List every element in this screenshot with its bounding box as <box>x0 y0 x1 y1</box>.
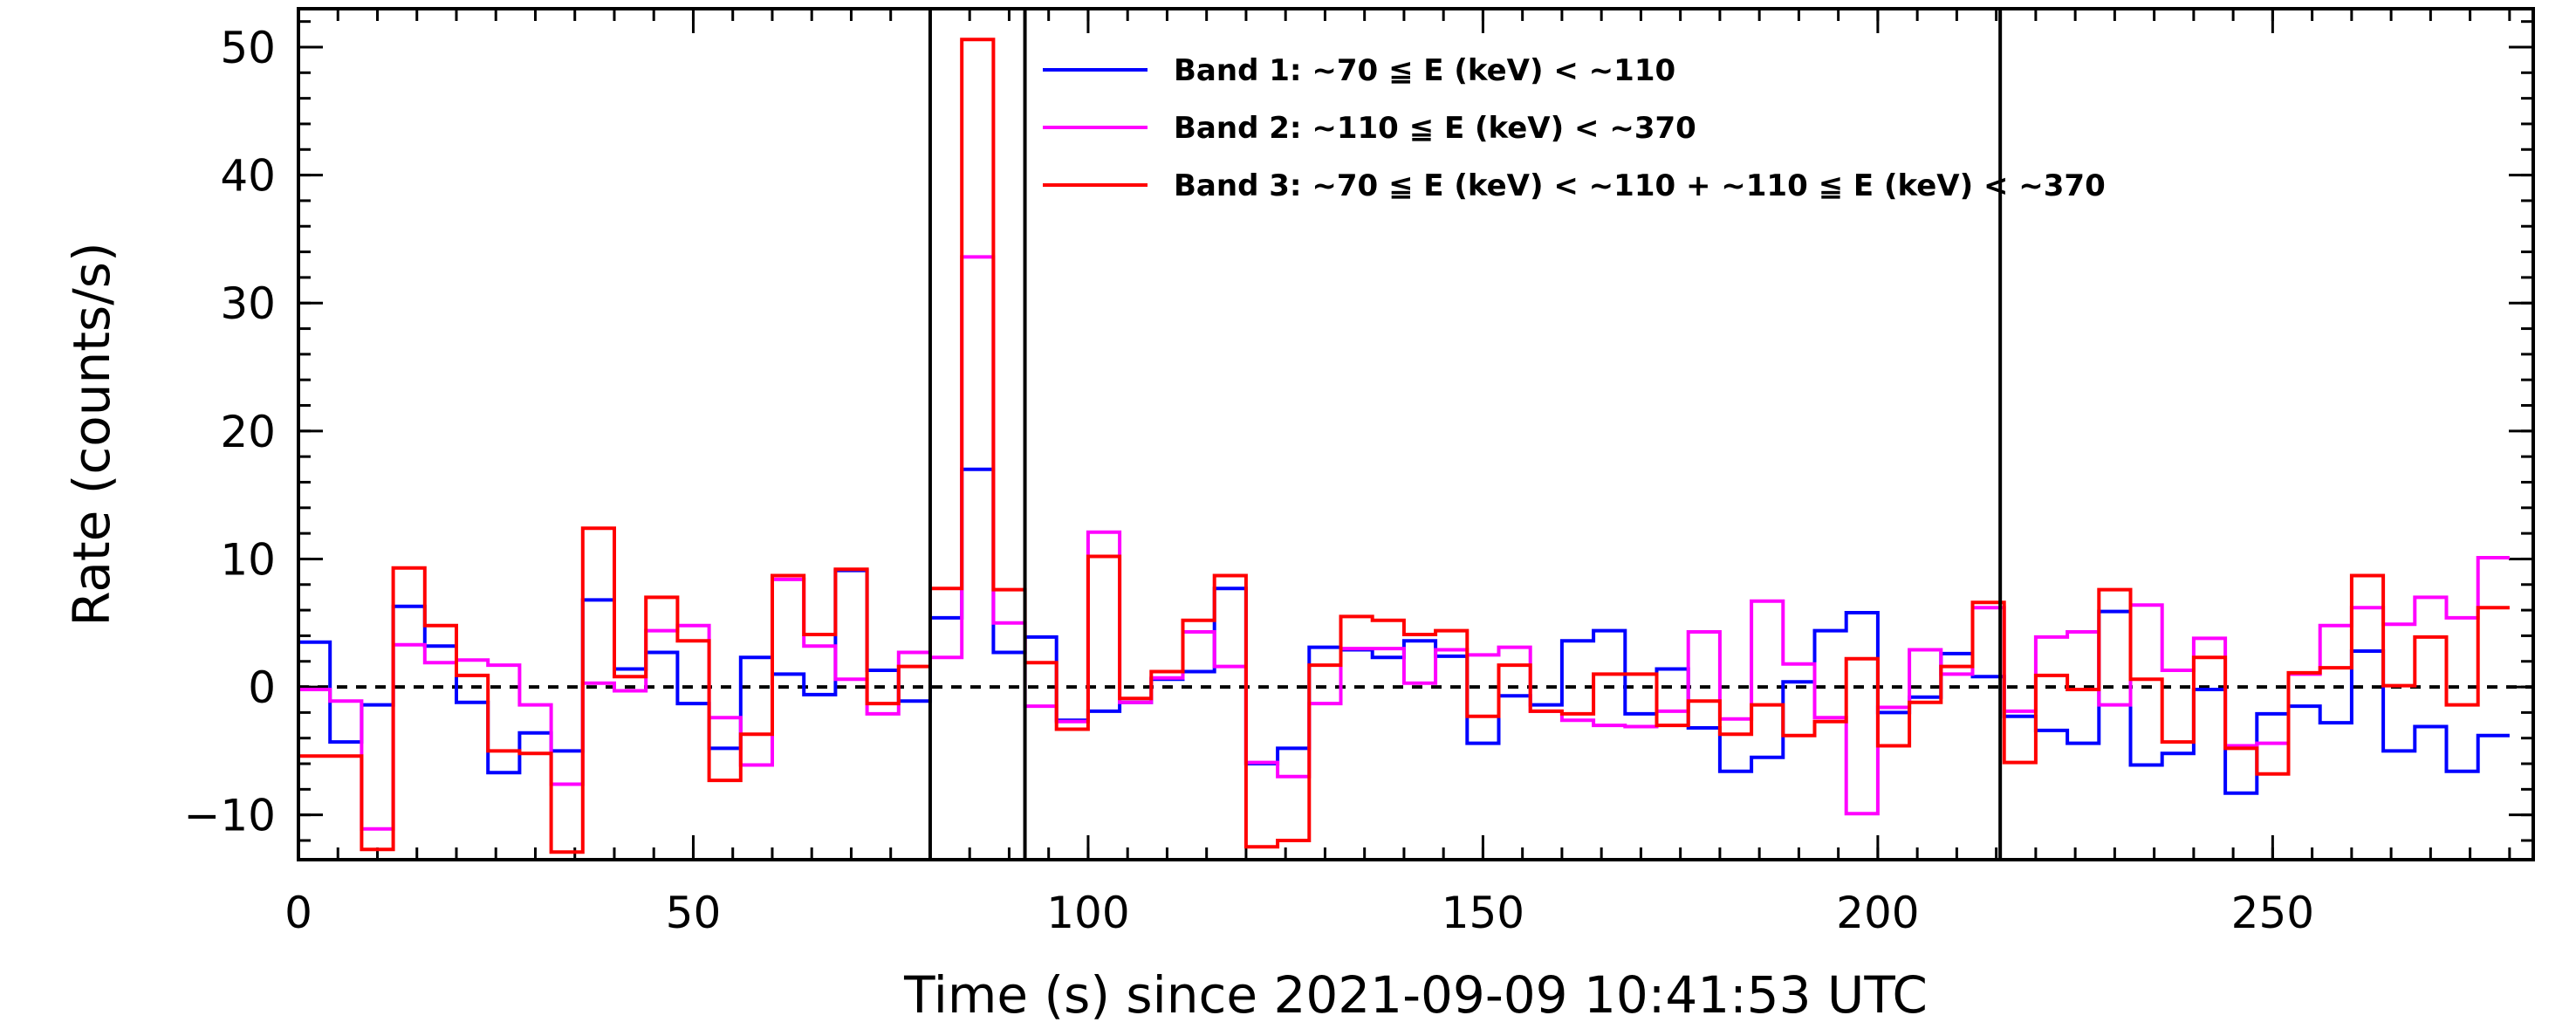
plot-frame <box>297 7 2535 861</box>
y-axis-title: Rate (counts/s) <box>62 242 121 626</box>
x-tick-label: 50 <box>666 888 722 938</box>
series-band-3-line <box>298 38 2510 854</box>
legend: Band 1: ~70 ≦ E (keV) < ~110 Band 2: ~11… <box>1043 53 2106 203</box>
interval-markers <box>928 9 2003 860</box>
x-tick-label: 0 <box>284 888 312 938</box>
x-tick-label: 100 <box>1046 888 1129 938</box>
x-tick-labels: 0 50 100 150 200 250 <box>284 888 2314 938</box>
y-tick-label: 0 <box>248 662 276 713</box>
y-tick-label: 40 <box>220 151 276 202</box>
y-tick-label: −10 <box>183 791 276 841</box>
y-tick-label: 50 <box>220 23 276 73</box>
x-tick-label: 200 <box>1836 888 1919 938</box>
y-tick-label: 30 <box>220 278 276 329</box>
series-group <box>298 38 2510 854</box>
x-axis-title: Time (s) since 2021-09-09 10:41:53 UTC <box>903 965 1928 1025</box>
x-tick-label: 150 <box>1442 888 1524 938</box>
y-tick-label: 20 <box>220 407 276 457</box>
y-tick-labels: −10 0 10 20 30 40 50 <box>183 23 276 841</box>
y-tick-label: 10 <box>220 534 276 585</box>
legend-label-band-2: Band 2: ~110 ≦ E (keV) < ~370 <box>1174 111 1696 146</box>
legend-label-band-3: Band 3: ~70 ≦ E (keV) < ~110 + ~110 ≦ E … <box>1174 168 2106 203</box>
legend-label-band-1: Band 1: ~70 ≦ E (keV) < ~110 <box>1174 53 1675 88</box>
x-tick-label: 250 <box>2231 888 2314 938</box>
